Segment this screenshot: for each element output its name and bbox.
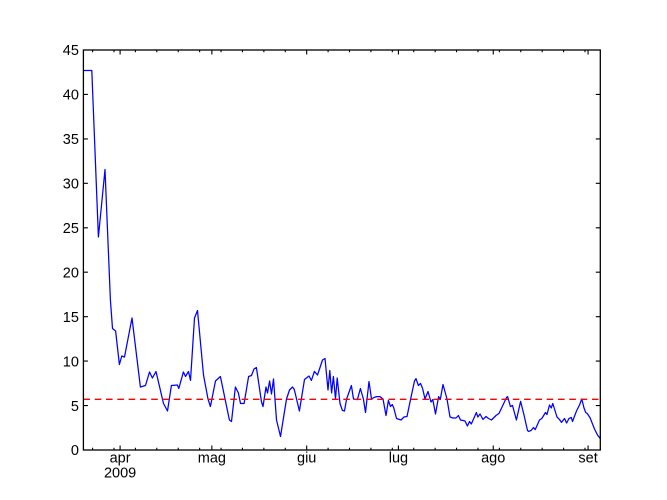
svg-text:45: 45 [63, 43, 79, 59]
svg-text:apr: apr [110, 451, 131, 467]
svg-text:giu: giu [297, 451, 316, 467]
svg-text:set: set [578, 451, 597, 467]
svg-text:10: 10 [63, 354, 79, 370]
svg-text:mag: mag [198, 451, 226, 467]
svg-text:30: 30 [63, 177, 79, 193]
svg-text:0: 0 [71, 443, 79, 459]
svg-text:ago: ago [481, 451, 505, 467]
svg-text:lug: lug [389, 451, 408, 467]
svg-text:25: 25 [63, 221, 79, 237]
svg-text:40: 40 [63, 88, 79, 104]
svg-text:15: 15 [63, 310, 79, 326]
svg-text:2009: 2009 [104, 466, 136, 482]
svg-text:5: 5 [71, 399, 79, 415]
svg-text:35: 35 [63, 132, 79, 148]
svg-text:20: 20 [63, 265, 79, 281]
